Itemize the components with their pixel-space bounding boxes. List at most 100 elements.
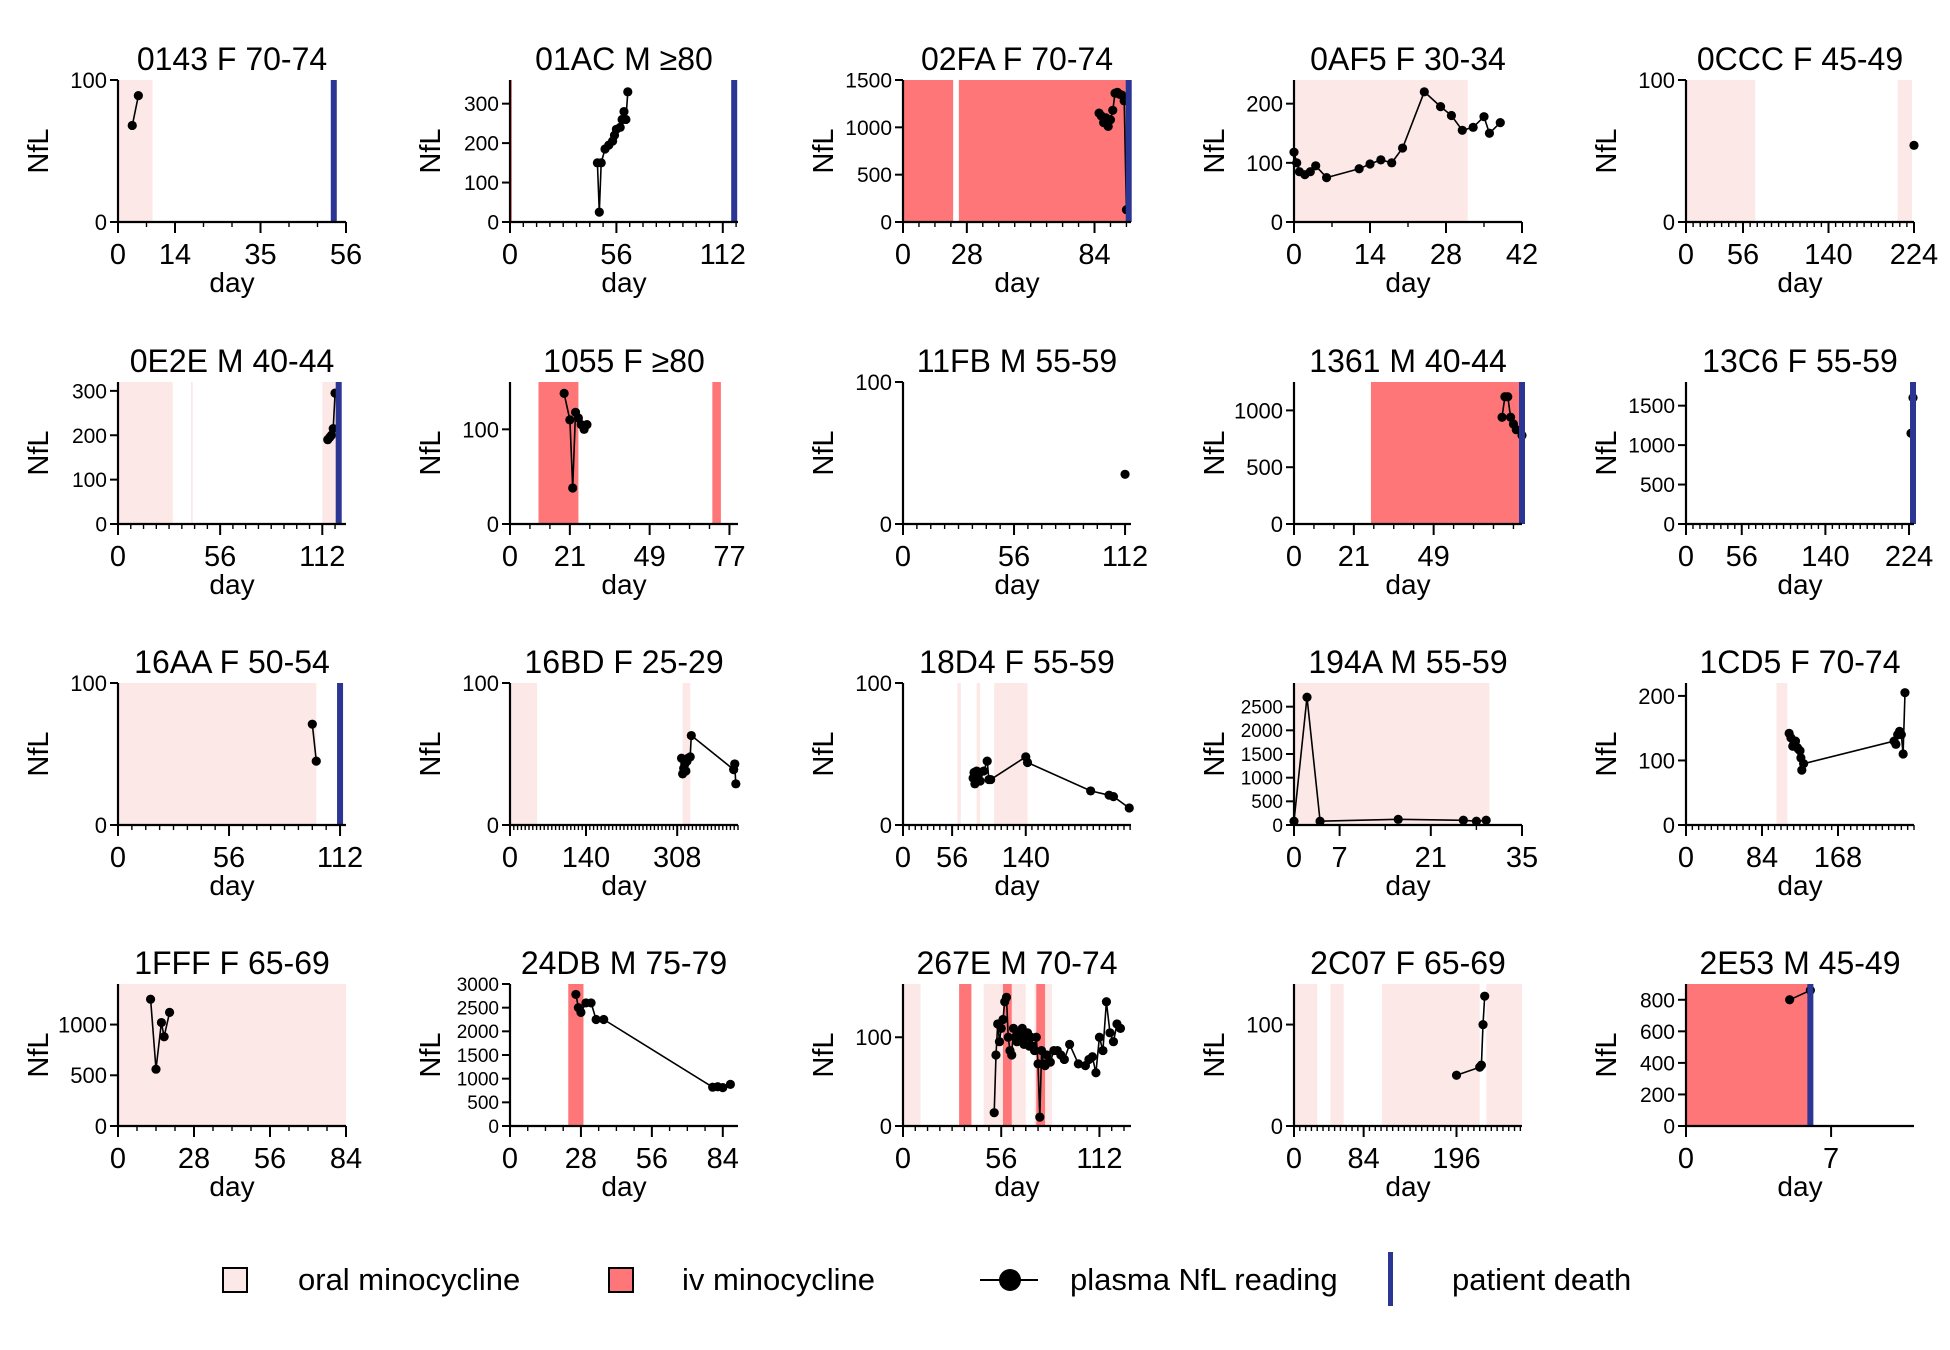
panel-title: 02FA F 70-74: [921, 41, 1113, 77]
nfl-point-5: [1471, 816, 1481, 826]
x-tick-label-2: 49: [1418, 541, 1450, 573]
death-marker: [330, 80, 337, 222]
y-axis-label: NfL: [415, 430, 447, 475]
y-axis-label: NfL: [23, 430, 55, 475]
x-tick-label-2: 112: [299, 541, 345, 573]
legend-label-oral: oral minocycline: [298, 1262, 521, 1297]
death-marker: [1125, 80, 1132, 222]
nfl-point-15: [1124, 803, 1134, 813]
nfl-point-0: [1120, 469, 1130, 479]
nfl-point-7: [1795, 746, 1805, 756]
x-tick-label-1: 56: [998, 541, 1030, 573]
x-tick-label-0: 0: [110, 1143, 126, 1175]
x-tick-label-0: 0: [895, 541, 911, 573]
nfl-point-7: [1354, 164, 1364, 174]
nfl-point-1: [594, 207, 604, 217]
y-tick-label-4: 800: [1640, 989, 1675, 1012]
nfl-point-14: [1108, 792, 1119, 802]
y-tick-label-3: 300: [72, 380, 107, 403]
x-axis-label: day: [994, 1171, 1039, 1202]
death-marker: [731, 80, 738, 222]
y-axis-label: NfL: [1199, 1032, 1231, 1077]
nfl-point-17: [1900, 688, 1910, 698]
x-axis-label: day: [209, 870, 254, 901]
panel-title: 24DB M 75-79: [521, 945, 727, 981]
x-minor-ticks: [509, 825, 739, 830]
nfl-point-0: [1785, 995, 1795, 1005]
x-tick-label-3: 84: [707, 1143, 739, 1175]
y-tick-label-0: 0: [487, 512, 499, 537]
y-tick-label-4: 2000: [1241, 721, 1283, 742]
x-axis-label: day: [601, 569, 646, 600]
panel-title: 1CD5 F 70-74: [1700, 644, 1901, 680]
x-tick-label-1: 7: [1332, 842, 1348, 874]
y-tick-label-0: 0: [1663, 813, 1675, 838]
x-tick-label-1: 21: [554, 541, 586, 573]
x-tick-label-0: 0: [895, 1143, 911, 1175]
nfl-point-11: [1022, 757, 1033, 768]
nfl-point-5: [998, 1014, 1008, 1025]
nfl-point-44: [1101, 997, 1112, 1007]
panel-title: 1055 F ≥80: [543, 343, 705, 379]
nfl-point-9: [718, 1083, 728, 1093]
nfl-point-8: [1003, 1032, 1013, 1042]
y-tick-label-1: 500: [857, 164, 892, 187]
nfl-point-0: [1909, 140, 1919, 150]
nfl-point-37: [1073, 1059, 1083, 1069]
x-tick-label-1: 84: [1348, 1143, 1380, 1175]
x-axis-label: day: [994, 569, 1039, 600]
y-tick-label-0: 0: [1663, 210, 1675, 235]
y-tick-label-3: 300: [464, 93, 499, 116]
y-tick-label-2: 200: [464, 133, 499, 156]
nfl-point-46: [1108, 1037, 1119, 1047]
nfl-point-12: [623, 87, 633, 97]
panel-12: 0 56 140 0 100 18D4 F 55-59 day NfL: [808, 644, 1134, 901]
y-tick-label-2: 1000: [845, 117, 892, 140]
panel-title: 01AC M ≥80: [535, 41, 713, 77]
panel-title: 267E M 70-74: [916, 945, 1117, 981]
nfl-point-42: [1094, 1032, 1105, 1042]
nfl-point-8: [686, 730, 696, 741]
legend-label-death: patient death: [1452, 1262, 1632, 1297]
panel-title: 18D4 F 55-59: [919, 644, 1115, 680]
nfl-point-45: [1105, 1028, 1115, 1038]
nfl-point-1: [151, 1064, 161, 1074]
panel-3: 0 14 28 42 0 100 200 0AF5 F 30-34 day NfL: [1199, 41, 1538, 298]
nfl-point-36: [1065, 1039, 1075, 1049]
x-axis-label: day: [1385, 569, 1430, 600]
x-tick-label-1: 56: [1727, 239, 1759, 271]
nfl-point-16: [1898, 749, 1908, 759]
x-tick-label-2: 112: [700, 239, 746, 271]
nfl-point-40: [1087, 1052, 1098, 1062]
y-tick-label-1: 100: [1246, 1012, 1283, 1037]
legend-item-death: patient death: [1388, 1240, 1688, 1320]
nfl-point-8: [1365, 159, 1375, 169]
y-tick-label-0: 0: [1272, 816, 1283, 837]
nfl-point-3: [159, 1032, 169, 1042]
panel-title: 194A M 55-59: [1308, 644, 1507, 680]
nfl-point-0: [307, 719, 317, 729]
y-tick-label-0: 0: [487, 813, 499, 838]
y-tick-label-2: 1000: [58, 1012, 107, 1037]
x-tick-label-1: 140: [562, 842, 610, 874]
death-marker: [1910, 382, 1917, 524]
oral-band-0: [118, 984, 346, 1126]
nfl-point-0: [559, 388, 569, 398]
y-tick-label-1: 100: [70, 671, 107, 696]
y-tick-label-3: 600: [1640, 1021, 1675, 1044]
nfl-point-7: [582, 420, 592, 430]
y-tick-label-3: 1500: [1241, 745, 1283, 766]
y-tick-label-1: 100: [72, 469, 107, 492]
nfl-point-0: [1497, 412, 1507, 422]
x-tick-label-0: 0: [1678, 239, 1694, 271]
y-tick-label-0: 0: [95, 813, 107, 838]
y-tick-label-0: 0: [95, 1114, 107, 1139]
x-tick-label-2: 35: [244, 239, 276, 271]
x-tick-label-2: 196: [1432, 1143, 1480, 1175]
y-axis-label: NfL: [415, 731, 447, 776]
panel-title: 13C6 F 55-59: [1702, 343, 1898, 379]
x-tick-label-0: 0: [1678, 1143, 1694, 1175]
x-tick-label-2: 140: [1804, 239, 1852, 271]
legend-swatch-oral: [222, 1267, 248, 1293]
